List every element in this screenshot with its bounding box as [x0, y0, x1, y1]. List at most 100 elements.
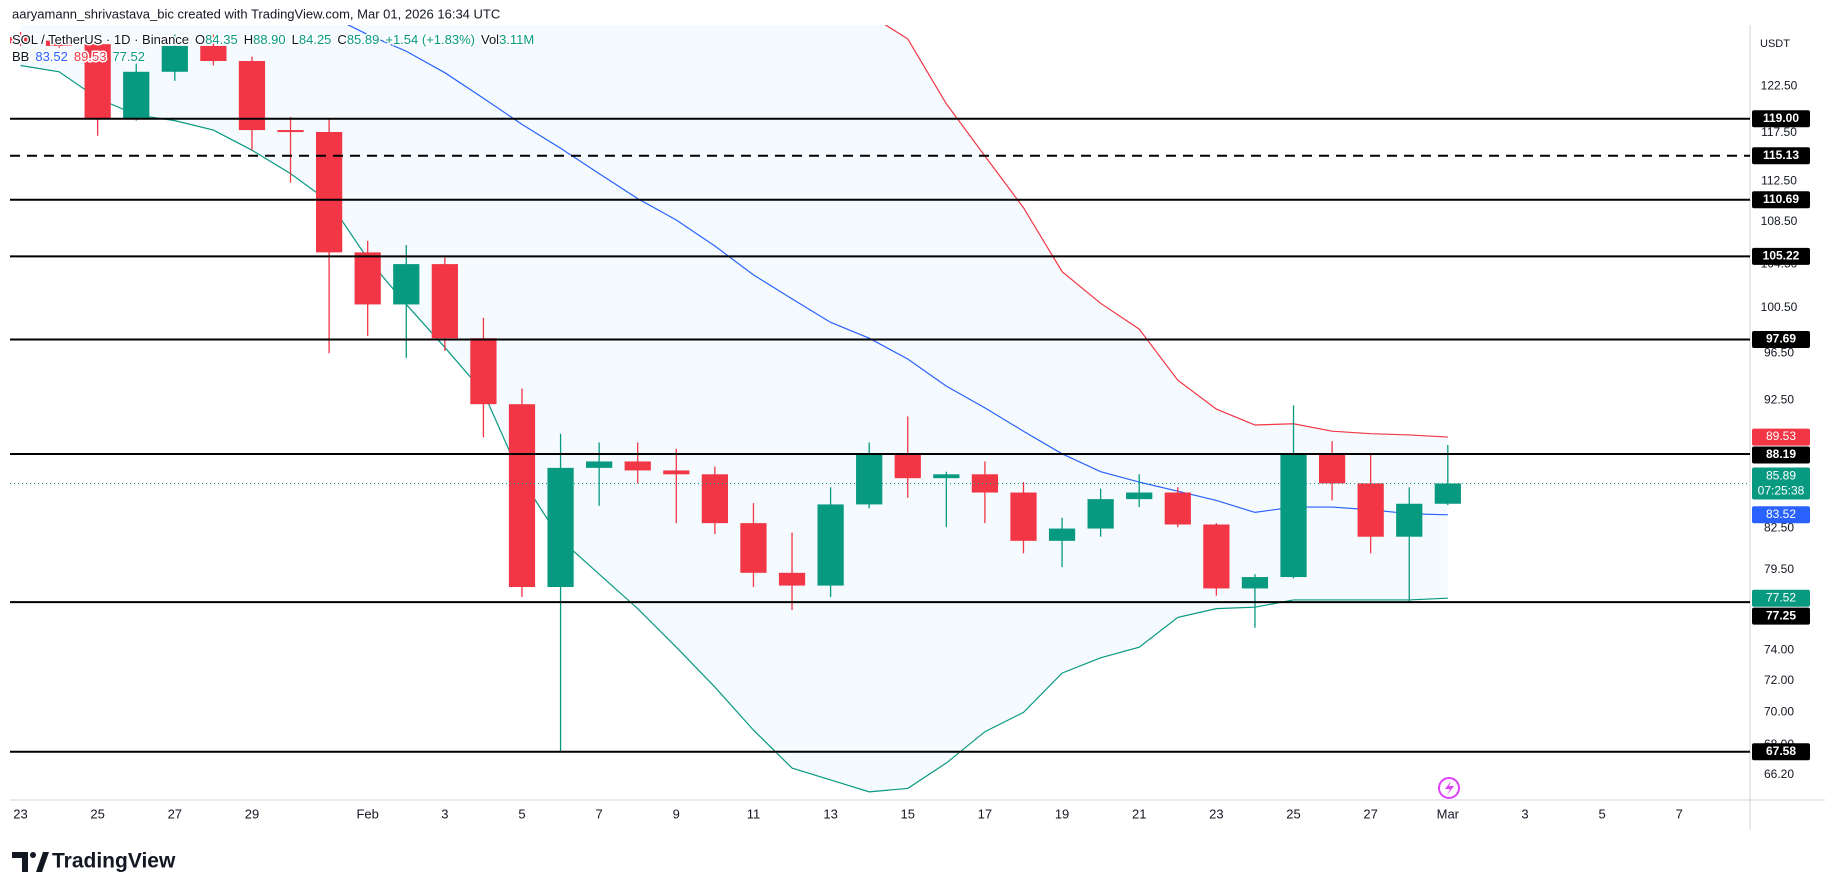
indicator-legend: BB 83.52 89.53 77.52 — [12, 49, 145, 64]
candle-body — [663, 470, 690, 475]
y-tick-label: 66.20 — [1764, 767, 1794, 781]
y-tick-label: 92.50 — [1764, 393, 1794, 407]
countdown-label: 07:25:38 — [1758, 484, 1805, 498]
candle-body — [1126, 492, 1153, 500]
candle-body — [778, 572, 806, 586]
level-label-box — [1752, 330, 1810, 348]
x-tick-label: 7 — [596, 806, 603, 821]
level-label: 115.13 — [1763, 148, 1799, 162]
candle-body — [817, 504, 844, 586]
y-tick-label: 100.50 — [1761, 300, 1798, 314]
indicator-value: 83.52 — [35, 49, 68, 64]
legend-value: 84.25 — [299, 32, 332, 47]
candle-body — [1318, 453, 1346, 484]
candle-body — [624, 461, 651, 471]
level-label: 105.22 — [1763, 249, 1800, 263]
level-label: 88.19 — [1766, 447, 1796, 461]
last-price-box — [1752, 467, 1810, 500]
candle-body — [470, 338, 497, 405]
plot-area — [10, 25, 1461, 793]
level-label-box — [1752, 191, 1810, 209]
candle-body — [200, 45, 227, 62]
y-tick-label: 70.00 — [1764, 705, 1794, 719]
band-value-box — [1752, 506, 1810, 524]
candle-body — [547, 467, 574, 588]
legend-value: 3.11M — [499, 32, 534, 47]
x-tick-label: 5 — [1599, 806, 1606, 821]
candle-body — [354, 252, 381, 305]
y-tick-label: 72.00 — [1764, 673, 1794, 687]
lightning-icon — [1438, 777, 1460, 799]
band-line — [884, 25, 1448, 438]
x-tick-label: 25 — [1286, 806, 1300, 821]
legend-key: C — [337, 32, 346, 47]
legend-value: 85.89 — [347, 32, 380, 47]
x-tick-label: Feb — [356, 806, 378, 821]
indicator-value: 89.53 — [74, 49, 107, 64]
legend-value: 84.35 — [205, 32, 238, 47]
candle-body — [1087, 499, 1114, 529]
y-tick-label: 117.50 — [1761, 125, 1797, 139]
currency-label: USDT — [1760, 38, 1790, 50]
y-tick-label: 74.00 — [1764, 642, 1794, 656]
candle-body — [933, 474, 960, 479]
y-tick-label: 79.50 — [1764, 562, 1794, 576]
candle-body — [1241, 577, 1269, 589]
x-tick-label: 27 — [1363, 806, 1377, 821]
x-tick-label: 7 — [1676, 806, 1683, 821]
level-label: 97.69 — [1766, 332, 1796, 346]
header-title: aaryamann_shrivastava_bic created with T… — [12, 6, 500, 21]
candle-body — [1164, 492, 1191, 525]
x-tick-label: 9 — [673, 806, 680, 821]
x-tick-label: 13 — [823, 806, 837, 821]
symbol-name: SOL / TetherUS · 1D · Binance — [12, 32, 189, 47]
candle-body — [856, 453, 883, 505]
legend-key: O — [195, 32, 205, 47]
level-label: 77.25 — [1766, 608, 1796, 622]
last-price-label: 85.89 — [1766, 469, 1796, 483]
x-tick-label: 27 — [168, 806, 182, 821]
candle-body — [1203, 524, 1230, 589]
band-line — [346, 25, 1448, 516]
candle-body — [971, 474, 999, 493]
x-tick-label: 21 — [1132, 806, 1146, 821]
level-label: 119.00 — [1763, 111, 1799, 125]
x-tick-label: 3 — [1521, 806, 1528, 821]
band-fill — [20, 25, 1448, 792]
y-tick-label: 112.50 — [1761, 174, 1797, 188]
legend-key: L — [292, 32, 299, 47]
y-tick-label: 108.50 — [1761, 214, 1798, 228]
band-value-box — [1752, 589, 1810, 607]
candle-body — [1434, 483, 1461, 504]
level-label-box — [1752, 147, 1810, 165]
band-value-label: 77.52 — [1766, 590, 1796, 604]
x-tick-label: 23 — [13, 806, 27, 821]
candle-body — [1396, 503, 1423, 537]
candle-body — [123, 71, 150, 119]
x-tick-label: 25 — [90, 806, 104, 821]
level-label-box — [1752, 247, 1810, 265]
level-label-box — [1752, 743, 1810, 761]
candle-body — [277, 130, 304, 133]
x-tick-label: 15 — [901, 806, 915, 821]
band-value-box — [1752, 428, 1810, 446]
legend-value: 88.90 — [253, 32, 286, 47]
y-tick-label: 82.50 — [1764, 521, 1794, 535]
candle-body — [586, 461, 613, 468]
indicator-name: BB — [12, 49, 29, 64]
legend-key: Vol — [481, 32, 499, 47]
brand-logo — [12, 852, 49, 872]
indicator-value: 77.52 — [112, 49, 145, 64]
level-label: 110.69 — [1763, 192, 1799, 206]
x-tick-label: 5 — [518, 806, 525, 821]
brand-name: TradingView — [52, 850, 176, 873]
candle-body — [740, 523, 767, 573]
legend-key: H — [244, 32, 253, 47]
level-label-box — [1752, 607, 1810, 625]
level-label: 67.58 — [1766, 744, 1796, 758]
candle-body — [84, 44, 111, 119]
candle-body — [45, 40, 73, 46]
candle-body — [508, 404, 536, 588]
